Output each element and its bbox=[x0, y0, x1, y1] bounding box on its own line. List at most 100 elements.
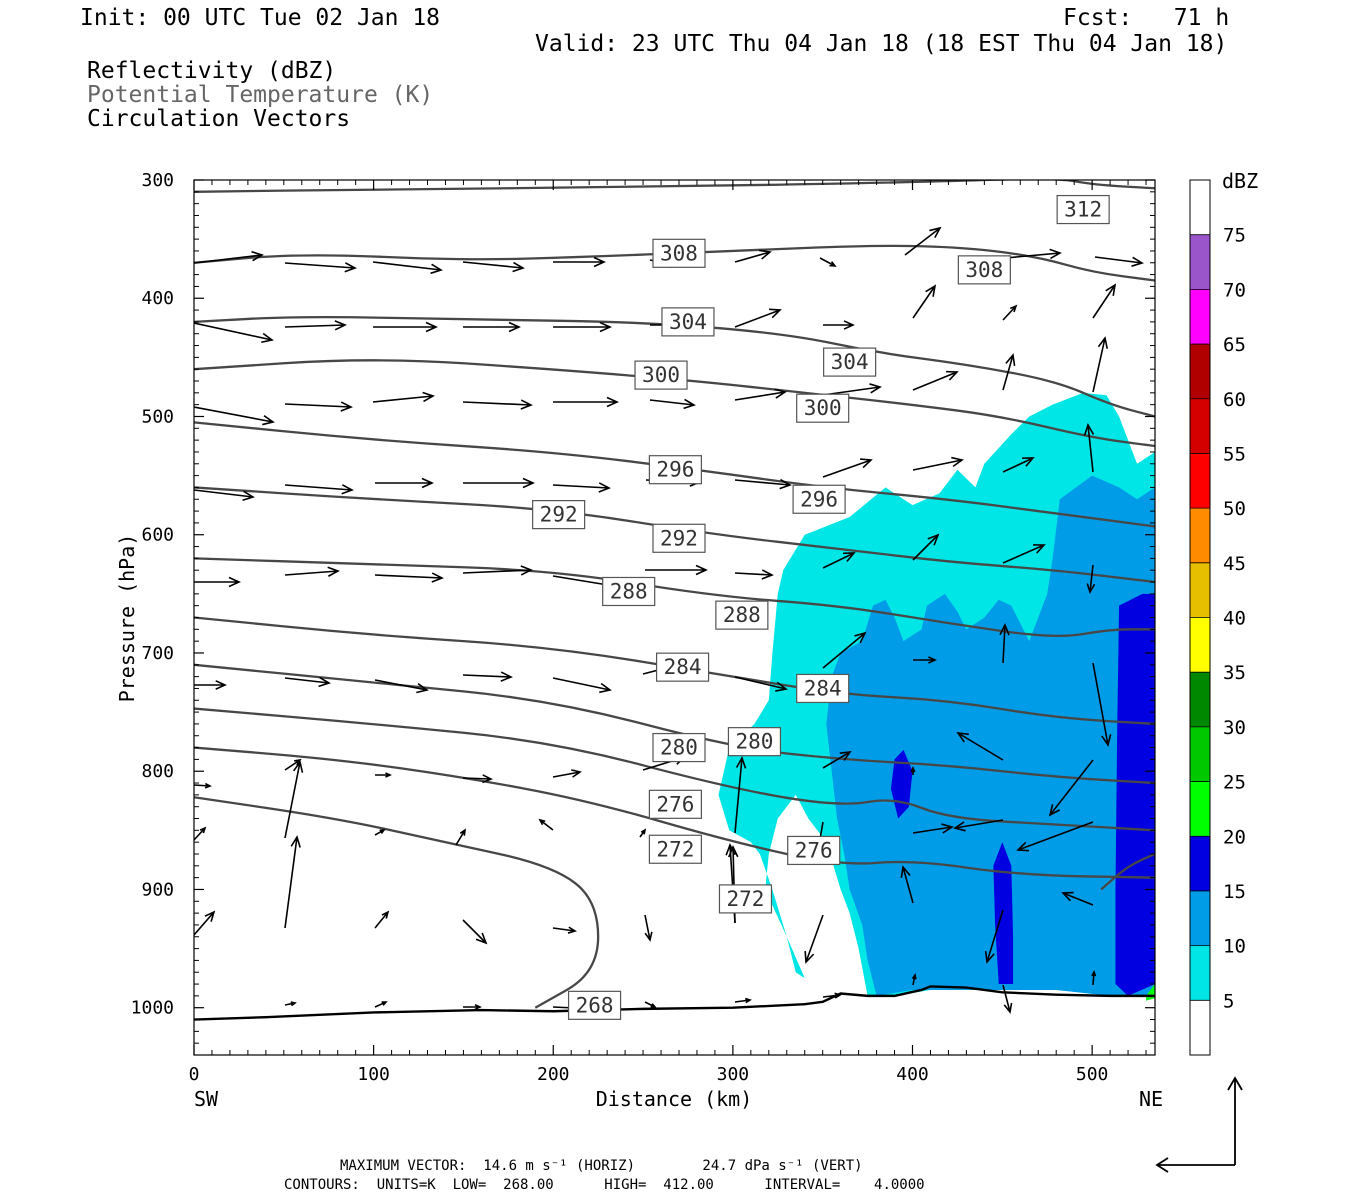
colorbar-level-label: 45 bbox=[1223, 553, 1246, 575]
x-tick-label: 100 bbox=[357, 1064, 390, 1085]
colorbar-swatch bbox=[1190, 398, 1210, 454]
contour-label: 280 bbox=[735, 730, 773, 754]
circulation-vector-arrow bbox=[372, 261, 443, 275]
circulation-vectors bbox=[194, 226, 1144, 1014]
circulation-vector-arrow bbox=[804, 914, 824, 964]
circulation-vector-arrow bbox=[194, 782, 212, 789]
circulation-vector-arrow bbox=[553, 256, 606, 268]
circulation-vector-arrow bbox=[284, 676, 331, 688]
circulation-vector-arrow bbox=[1002, 304, 1018, 321]
contour-label: 304 bbox=[831, 350, 869, 374]
circulation-vector-arrow bbox=[956, 731, 1004, 761]
circulation-vector-arrow bbox=[372, 391, 435, 403]
contour-label: 276 bbox=[795, 838, 833, 862]
field-circulation-vectors: Circulation Vectors bbox=[87, 106, 351, 132]
y-tick-label: 600 bbox=[141, 525, 174, 546]
circulation-vector-arrow bbox=[822, 751, 852, 769]
circulation-vector-arrow bbox=[552, 677, 612, 694]
circulation-vector-arrow bbox=[374, 910, 390, 929]
contour-label-box bbox=[648, 834, 702, 864]
circulation-vector-arrow bbox=[552, 482, 611, 493]
circulation-vector-arrow bbox=[912, 284, 937, 319]
contour-label: 308 bbox=[965, 258, 1003, 282]
contour-label-box bbox=[787, 835, 841, 866]
contour-label-box bbox=[1056, 194, 1110, 225]
contour-info-note: CONTOURS: UNITS=K LOW= 268.00 HIGH= 412.… bbox=[284, 1177, 925, 1193]
colorbar-level-label: 60 bbox=[1223, 389, 1246, 411]
contour-label: 296 bbox=[800, 487, 838, 511]
field-potential-temperature: Potential Temperature (K) bbox=[87, 82, 434, 108]
contour-label-box bbox=[727, 727, 782, 757]
init-time: Init: 00 UTC Tue 02 Jan 18 bbox=[80, 5, 441, 31]
y-tick-label: 500 bbox=[141, 406, 174, 427]
circulation-vector-arrow bbox=[284, 484, 354, 495]
circulation-vector-arrow bbox=[373, 321, 438, 333]
field-reflectivity: Reflectivity (dBZ) bbox=[87, 58, 337, 84]
colorbar-swatch bbox=[1190, 180, 1210, 235]
colorbar-swatch bbox=[1190, 344, 1210, 399]
contour-label: 308 bbox=[660, 241, 698, 265]
colorbar-level-label: 70 bbox=[1223, 279, 1246, 301]
circulation-vector-arrow bbox=[734, 569, 774, 580]
circulation-vector-arrow bbox=[1016, 821, 1094, 852]
circulation-vector-arrow bbox=[644, 914, 653, 942]
theta-contour-312K bbox=[194, 180, 1155, 193]
y-axis-label: Pressure (hPa) bbox=[115, 534, 139, 703]
contour-label: 272 bbox=[656, 837, 694, 861]
circulation-vector-arrow bbox=[1048, 759, 1094, 817]
colorbar-swatch bbox=[1190, 781, 1210, 837]
circulation-vector-arrow bbox=[1091, 970, 1097, 986]
circulation-vector-arrow bbox=[194, 406, 275, 426]
circulation-vector-arrow bbox=[1092, 336, 1109, 393]
contour-label: 288 bbox=[610, 579, 648, 603]
contour-label: 300 bbox=[642, 363, 680, 387]
theta-contour-268K bbox=[194, 796, 600, 1009]
circulation-vector-arrow bbox=[553, 321, 612, 333]
circulation-vector-arrow bbox=[284, 401, 353, 412]
colorbar-swatch bbox=[1190, 890, 1210, 946]
theta-contour-272K bbox=[194, 746, 1155, 879]
circulation-vector-arrow bbox=[734, 756, 747, 834]
colorbar-level-label: 25 bbox=[1223, 772, 1246, 794]
contour-label: 276 bbox=[656, 792, 694, 816]
circulation-vector-arrow bbox=[1002, 353, 1016, 391]
circulation-vector-arrow bbox=[911, 973, 917, 986]
circulation-vector-arrow bbox=[819, 257, 837, 267]
circulation-vector-arrow bbox=[552, 769, 582, 778]
reflectivity-region-15dbz bbox=[1115, 593, 1155, 996]
colorbar-swatch bbox=[1190, 617, 1210, 673]
circulation-vector-arrow bbox=[984, 909, 1004, 964]
y-tick-label: 700 bbox=[141, 643, 174, 664]
circulation-vector-arrow bbox=[462, 261, 525, 273]
contour-label-box bbox=[655, 652, 710, 682]
circulation-vector-arrow bbox=[553, 396, 619, 408]
contour-label-box bbox=[532, 500, 586, 530]
circulation-vector-arrow bbox=[194, 489, 255, 502]
circulation-vector-arrow bbox=[734, 308, 782, 328]
contour-label-box bbox=[567, 990, 622, 1020]
circulation-vector-arrow bbox=[999, 623, 1010, 664]
circulation-vector-arrow bbox=[463, 1003, 482, 1011]
circulation-vector-arrow bbox=[912, 456, 964, 471]
x-start-label: SW bbox=[194, 1087, 219, 1111]
circulation-vector-arrow bbox=[463, 321, 521, 333]
circulation-vector-arrow bbox=[552, 926, 577, 934]
y-tick-label: 400 bbox=[141, 288, 174, 309]
circulation-vector-arrow bbox=[645, 564, 708, 576]
contour-label: 284 bbox=[804, 676, 842, 700]
colorbar-level-label: 5 bbox=[1223, 990, 1234, 1012]
circulation-vector-arrow bbox=[538, 818, 554, 831]
circulation-vector-arrow bbox=[1092, 283, 1117, 319]
contour-label-box bbox=[715, 600, 769, 630]
circulation-vector-arrow bbox=[822, 631, 867, 669]
contour-label-box bbox=[792, 484, 846, 514]
theta-contour-288K bbox=[194, 557, 1155, 638]
circulation-vector-arrow bbox=[1002, 984, 1013, 1014]
circulation-vector-arrow bbox=[462, 919, 488, 945]
circulation-vector-arrow bbox=[462, 671, 513, 682]
y-tick-label: 300 bbox=[141, 170, 174, 191]
contour-label-box bbox=[652, 523, 706, 553]
colorbar-swatch bbox=[1190, 1000, 1210, 1055]
colorbar-level-label: 15 bbox=[1223, 881, 1246, 903]
colorbar-swatch bbox=[1190, 672, 1210, 727]
